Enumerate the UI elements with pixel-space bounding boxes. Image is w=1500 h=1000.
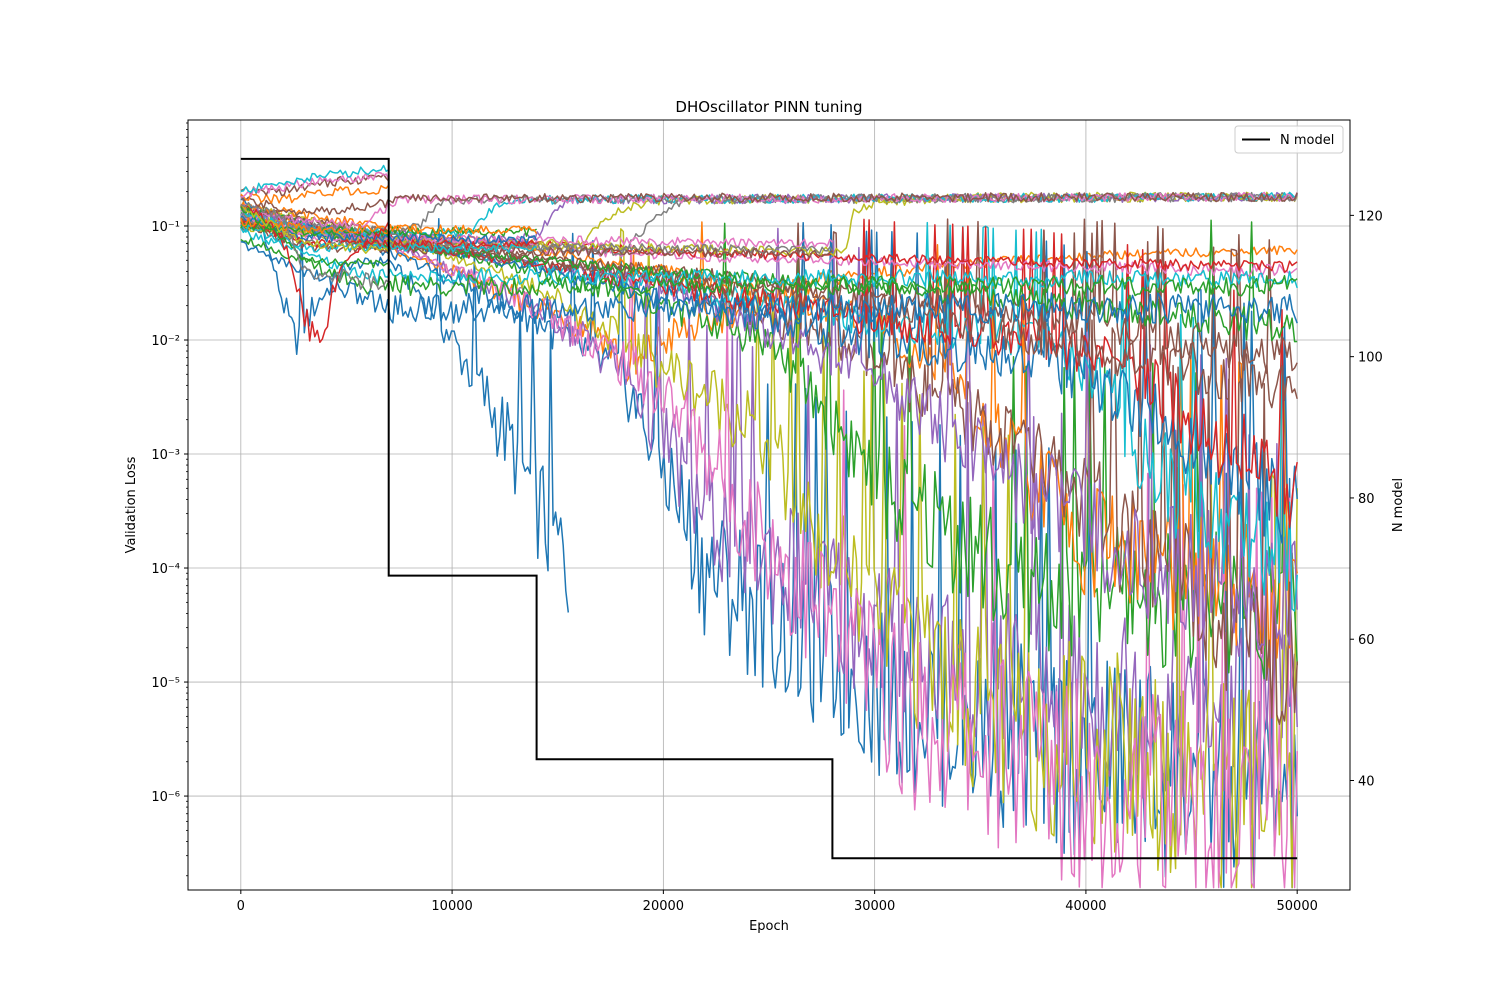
loss-series-line <box>240 203 390 254</box>
x-tick-label: 30000 <box>854 899 895 914</box>
loss-series-line <box>240 201 390 291</box>
x-axis-ticks: 0 10000 20000 30000 40000 50000 <box>237 890 1318 914</box>
y-tick-label: 10⁻¹ <box>151 220 180 235</box>
loss-series-line <box>240 204 1298 889</box>
legend: N model <box>1234 125 1344 154</box>
x-tick-label: 10000 <box>431 899 472 914</box>
y-axis-label: Validation Loss <box>124 456 139 553</box>
legend-box <box>1234 125 1344 154</box>
loss-series-line <box>240 202 1298 826</box>
y2-axis-label: N model <box>1391 478 1406 532</box>
plot-frame <box>187 119 1351 891</box>
y-tick-label: 10⁻² <box>151 334 180 349</box>
y-axis-ticks: 10⁻⁶ 10⁻⁵ 10⁻⁴ 10⁻³ 10⁻² 10⁻¹ <box>151 122 188 877</box>
y-tick-label: 10⁻⁵ <box>151 676 180 691</box>
y2-tick-label: 100 <box>1358 351 1383 366</box>
x-tick-label: 50000 <box>1277 899 1318 914</box>
loss-series-line <box>240 214 833 249</box>
legend-label-n-model: N model <box>1280 133 1334 148</box>
y-tick-label: 10⁻⁴ <box>151 562 180 577</box>
chart-title: DHOscillator PINN tuning <box>675 98 862 116</box>
n-model-line <box>240 157 1298 860</box>
loss-series-line <box>240 184 390 204</box>
y-tick-label: 10⁻³ <box>151 448 180 463</box>
loss-series-line <box>240 218 833 259</box>
x-tick-label: 0 <box>237 899 245 914</box>
loss-series-line <box>240 191 1298 217</box>
y2-tick-label: 60 <box>1358 633 1375 648</box>
n-model-layer <box>240 157 1298 860</box>
y2-axis-ticks: 40 60 80 100 120 <box>1350 209 1383 790</box>
y2-tick-label: 80 <box>1358 492 1375 507</box>
loss-series-line <box>240 171 390 198</box>
x-axis-label: Epoch <box>749 919 789 934</box>
y2-tick-label: 120 <box>1358 209 1383 224</box>
loss-series-line <box>240 164 390 194</box>
loss-series-line <box>240 240 1298 324</box>
loss-series-line <box>240 203 1298 889</box>
loss-series-line <box>240 204 390 344</box>
x-tick-label: 20000 <box>643 899 684 914</box>
y-tick-label: 10⁻⁶ <box>151 790 180 805</box>
x-tick-label: 40000 <box>1065 899 1106 914</box>
loss-series-line <box>240 237 1298 297</box>
loss-series-layer <box>240 164 1298 889</box>
loss-series-line <box>240 197 570 613</box>
y2-tick-label: 40 <box>1358 775 1375 790</box>
